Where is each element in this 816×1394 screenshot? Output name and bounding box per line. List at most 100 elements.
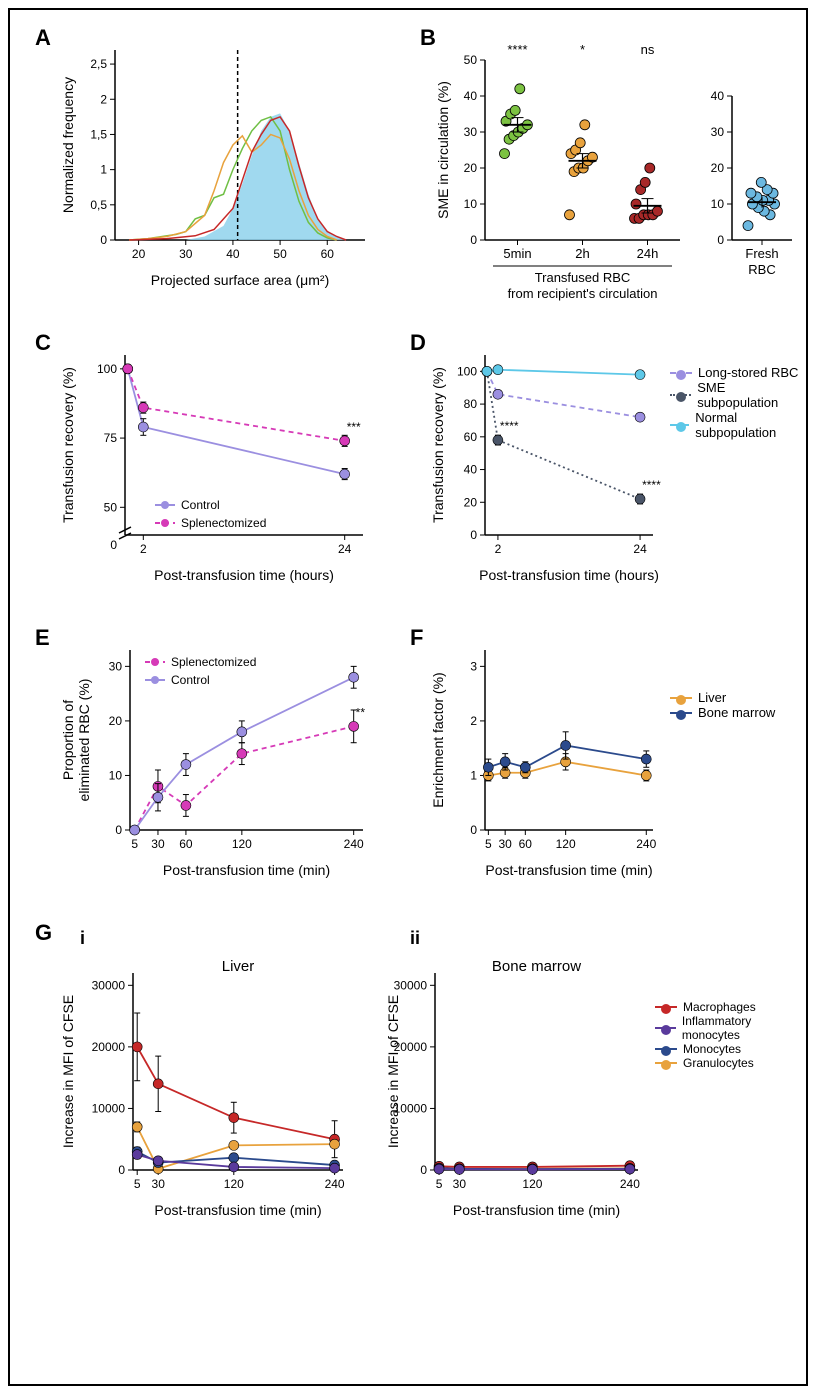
svg-text:Control: Control bbox=[171, 673, 210, 687]
svg-text:40: 40 bbox=[464, 89, 478, 103]
svg-text:20: 20 bbox=[464, 161, 478, 175]
svg-text:SME in circulation (%): SME in circulation (%) bbox=[435, 81, 451, 219]
panel-f-chart: 5 30 60 120 240 0 1 2 3 Post-transfusion time (mi… bbox=[425, 635, 665, 885]
svg-text:Proportion of: Proportion of bbox=[60, 700, 76, 780]
svg-text:Post-transfusion time (min): Post-transfusion time (min) bbox=[154, 1202, 321, 1218]
svg-text:5: 5 bbox=[436, 1177, 443, 1191]
svg-text:3: 3 bbox=[470, 659, 477, 673]
legend-item: Normal subpopulation bbox=[670, 410, 806, 440]
svg-text:****: **** bbox=[507, 42, 527, 57]
svg-text:120: 120 bbox=[556, 837, 576, 851]
svg-text:2: 2 bbox=[470, 714, 477, 728]
svg-text:Increase in MFI of CFSE: Increase in MFI of CFSE bbox=[60, 995, 76, 1148]
svg-text:30: 30 bbox=[152, 1177, 166, 1191]
legend-item: Macrophages bbox=[655, 1000, 806, 1014]
panel-b-fresh-chart: 010203040FreshRBC bbox=[690, 35, 800, 310]
svg-text:5min: 5min bbox=[503, 246, 531, 261]
svg-text:240: 240 bbox=[325, 1177, 345, 1191]
svg-text:30: 30 bbox=[464, 125, 478, 139]
svg-text:50: 50 bbox=[273, 247, 287, 261]
panel-g-liver-chart: 5301202400100002000030000Post-transfusio… bbox=[55, 945, 355, 1225]
svg-text:2: 2 bbox=[495, 542, 502, 556]
svg-text:ns: ns bbox=[641, 42, 655, 57]
svg-text:20: 20 bbox=[109, 714, 123, 728]
svg-text:2: 2 bbox=[100, 92, 107, 106]
panel-a-chart: 203040506000,511,522,5Projected surface … bbox=[55, 35, 375, 295]
svg-text:5: 5 bbox=[485, 837, 492, 851]
svg-text:60: 60 bbox=[519, 837, 533, 851]
svg-text:0: 0 bbox=[110, 538, 117, 552]
panel-c-label: C bbox=[35, 330, 51, 356]
svg-text:60: 60 bbox=[179, 837, 193, 851]
figure-container: A 203040506000,511,522,5Projected surfac… bbox=[8, 8, 808, 1386]
svg-text:20: 20 bbox=[132, 247, 146, 261]
svg-text:Enrichment factor (%): Enrichment factor (%) bbox=[430, 672, 446, 807]
svg-text:Splenectomized: Splenectomized bbox=[181, 516, 266, 530]
svg-text:0: 0 bbox=[115, 823, 122, 837]
panel-g-bonemarrow-chart: 5301202400100002000030000Post-transfusio… bbox=[380, 945, 650, 1225]
svg-text:5: 5 bbox=[131, 837, 138, 851]
svg-text:0: 0 bbox=[470, 823, 477, 837]
svg-text:20: 20 bbox=[464, 495, 478, 509]
panel-b-chart: 0 10 20 30 40 50 **** 5min * 2h ns 24h Transfused RB… bbox=[430, 35, 690, 310]
panel-e-label: E bbox=[35, 625, 50, 651]
svg-text:*: * bbox=[580, 42, 585, 57]
svg-text:2: 2 bbox=[140, 542, 147, 556]
panel-a-label: A bbox=[35, 25, 51, 51]
svg-text:240: 240 bbox=[636, 837, 656, 851]
svg-text:0: 0 bbox=[118, 1163, 125, 1177]
svg-text:24h: 24h bbox=[637, 246, 659, 261]
svg-text:30: 30 bbox=[711, 125, 725, 139]
svg-text:Post-transfusion time (min): Post-transfusion time (min) bbox=[485, 862, 652, 878]
svg-text:Post-transfusion time (hours): Post-transfusion time (hours) bbox=[154, 567, 334, 583]
svg-text:24: 24 bbox=[633, 542, 647, 556]
svg-text:1: 1 bbox=[470, 768, 477, 782]
svg-text:0: 0 bbox=[470, 233, 477, 247]
svg-text:240: 240 bbox=[344, 837, 364, 851]
svg-text:240: 240 bbox=[620, 1177, 640, 1191]
svg-text:Fresh: Fresh bbox=[745, 246, 778, 261]
svg-text:Liver: Liver bbox=[222, 958, 255, 975]
svg-text:10000: 10000 bbox=[92, 1101, 126, 1115]
svg-text:5: 5 bbox=[134, 1177, 141, 1191]
svg-text:2,5: 2,5 bbox=[90, 57, 107, 71]
panel-f-legend: LiverBone marrow bbox=[670, 690, 775, 720]
svg-text:10: 10 bbox=[464, 197, 478, 211]
svg-text:Normalized frequency: Normalized frequency bbox=[60, 77, 76, 213]
panel-d-chart: 224020406080100********Post-transfusion … bbox=[425, 340, 665, 590]
svg-text:30: 30 bbox=[151, 837, 165, 851]
panel-c-chart: 22450751000***Post-transfusion time (hou… bbox=[55, 340, 375, 590]
svg-text:50: 50 bbox=[464, 53, 478, 67]
svg-text:40: 40 bbox=[464, 463, 478, 477]
svg-text:20: 20 bbox=[711, 161, 725, 175]
panel-d-legend: Long-stored RBCSME subpopulationNormal s… bbox=[670, 365, 806, 440]
svg-text:Increase in MFI of CFSE: Increase in MFI of CFSE bbox=[385, 995, 401, 1148]
legend-item: Liver bbox=[670, 690, 775, 705]
panel-g-legend: MacrophagesInflammatory monocytesMonocyt… bbox=[655, 1000, 806, 1070]
svg-text:100: 100 bbox=[97, 362, 117, 376]
svg-text:60: 60 bbox=[321, 247, 335, 261]
svg-text:40: 40 bbox=[711, 89, 725, 103]
legend-item: Bone marrow bbox=[670, 705, 775, 720]
panel-d-label: D bbox=[410, 330, 426, 356]
svg-text:1,5: 1,5 bbox=[90, 127, 107, 141]
svg-text:Post-transfusion time (min): Post-transfusion time (min) bbox=[163, 862, 330, 878]
svg-text:1: 1 bbox=[100, 163, 107, 177]
svg-text:30: 30 bbox=[498, 837, 512, 851]
svg-text:0: 0 bbox=[717, 233, 724, 247]
svg-text:Control: Control bbox=[181, 498, 220, 512]
svg-text:30: 30 bbox=[109, 659, 123, 673]
svg-text:**: ** bbox=[356, 705, 366, 719]
svg-text:Bone marrow: Bone marrow bbox=[492, 958, 581, 975]
svg-text:****: **** bbox=[500, 419, 519, 433]
svg-text:Post-transfusion time (hours): Post-transfusion time (hours) bbox=[479, 567, 659, 583]
svg-text:Transfused RBC: Transfused RBC bbox=[535, 270, 631, 285]
svg-text:60: 60 bbox=[464, 430, 478, 444]
svg-text:****: **** bbox=[642, 478, 661, 492]
panel-f-label: F bbox=[410, 625, 423, 651]
svg-text:RBC: RBC bbox=[748, 262, 775, 277]
legend-item: Monocytes bbox=[655, 1042, 806, 1056]
svg-text:eliminated RBC (%): eliminated RBC (%) bbox=[76, 679, 92, 802]
svg-text:2h: 2h bbox=[575, 246, 589, 261]
svg-text:0: 0 bbox=[470, 528, 477, 542]
